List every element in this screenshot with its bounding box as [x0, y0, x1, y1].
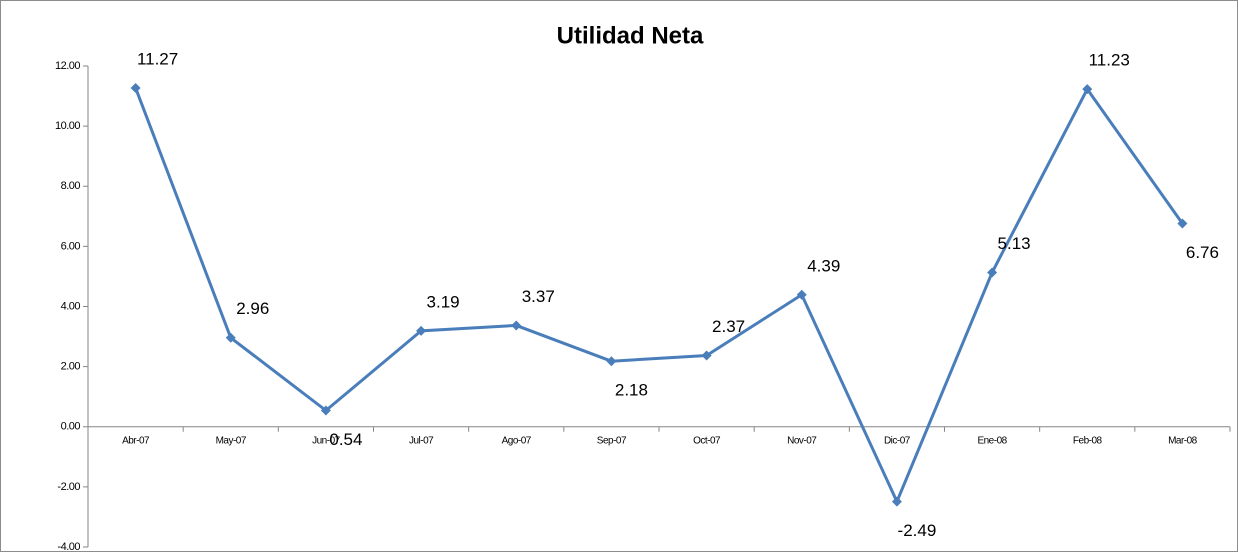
y-tick-label: 10.00 [55, 120, 80, 132]
data-label: -2.49 [898, 521, 937, 540]
x-tick-label: Feb-08 [1073, 435, 1103, 446]
point [1177, 218, 1188, 229]
x-tick-label: Abr-07 [122, 435, 150, 446]
point [225, 332, 236, 343]
data-label: 0.54 [329, 430, 362, 449]
x-tick-label: Dic-07 [884, 435, 911, 446]
point [1082, 84, 1093, 95]
line [134, 86, 1184, 506]
x-tick-label: Sep-07 [597, 435, 627, 446]
data-label: 4.39 [807, 256, 840, 275]
data-label: 5.13 [998, 234, 1031, 253]
point [891, 496, 902, 507]
x-tick-label: Nov-07 [787, 435, 817, 446]
x-tick-label: Ago-07 [502, 435, 532, 446]
point [987, 267, 998, 278]
x-tick-label: Ene-08 [977, 435, 1007, 446]
data-label: 3.19 [427, 292, 460, 311]
x-tick-label: Mar-08 [1168, 435, 1198, 446]
y-tick-label: 2.00 [61, 361, 81, 373]
data-label: 2.37 [712, 317, 745, 336]
data-label: 11.27 [137, 49, 178, 68]
x-tick-label: Oct-07 [693, 435, 721, 446]
y-tick-label: 6.00 [61, 240, 81, 252]
point [320, 405, 331, 416]
y-tick-label: 8.00 [61, 180, 81, 192]
data-label: 11.23 [1089, 51, 1130, 70]
data-label: 2.96 [236, 299, 269, 318]
data-label: 2.18 [615, 381, 648, 400]
point [511, 320, 522, 331]
y-tick-label: -2.00 [57, 481, 80, 493]
y-tick-label: 0.00 [61, 421, 81, 433]
y-tick-label: 12.00 [55, 60, 80, 72]
y-tick-label: 4.00 [61, 300, 81, 312]
x-tick-label: May-07 [216, 435, 247, 446]
point [416, 325, 427, 336]
data-label: 3.37 [522, 287, 555, 306]
y-tick-label: -4.00 [57, 541, 80, 552]
x-tick-label: Jun-07 [312, 435, 341, 446]
x-tick-label: Jul-07 [409, 435, 434, 446]
point [701, 350, 712, 361]
point [130, 82, 141, 93]
point [796, 289, 807, 300]
chart-title: Utilidad Neta [557, 22, 704, 49]
data-label: 6.76 [1186, 243, 1219, 262]
point [606, 356, 617, 367]
